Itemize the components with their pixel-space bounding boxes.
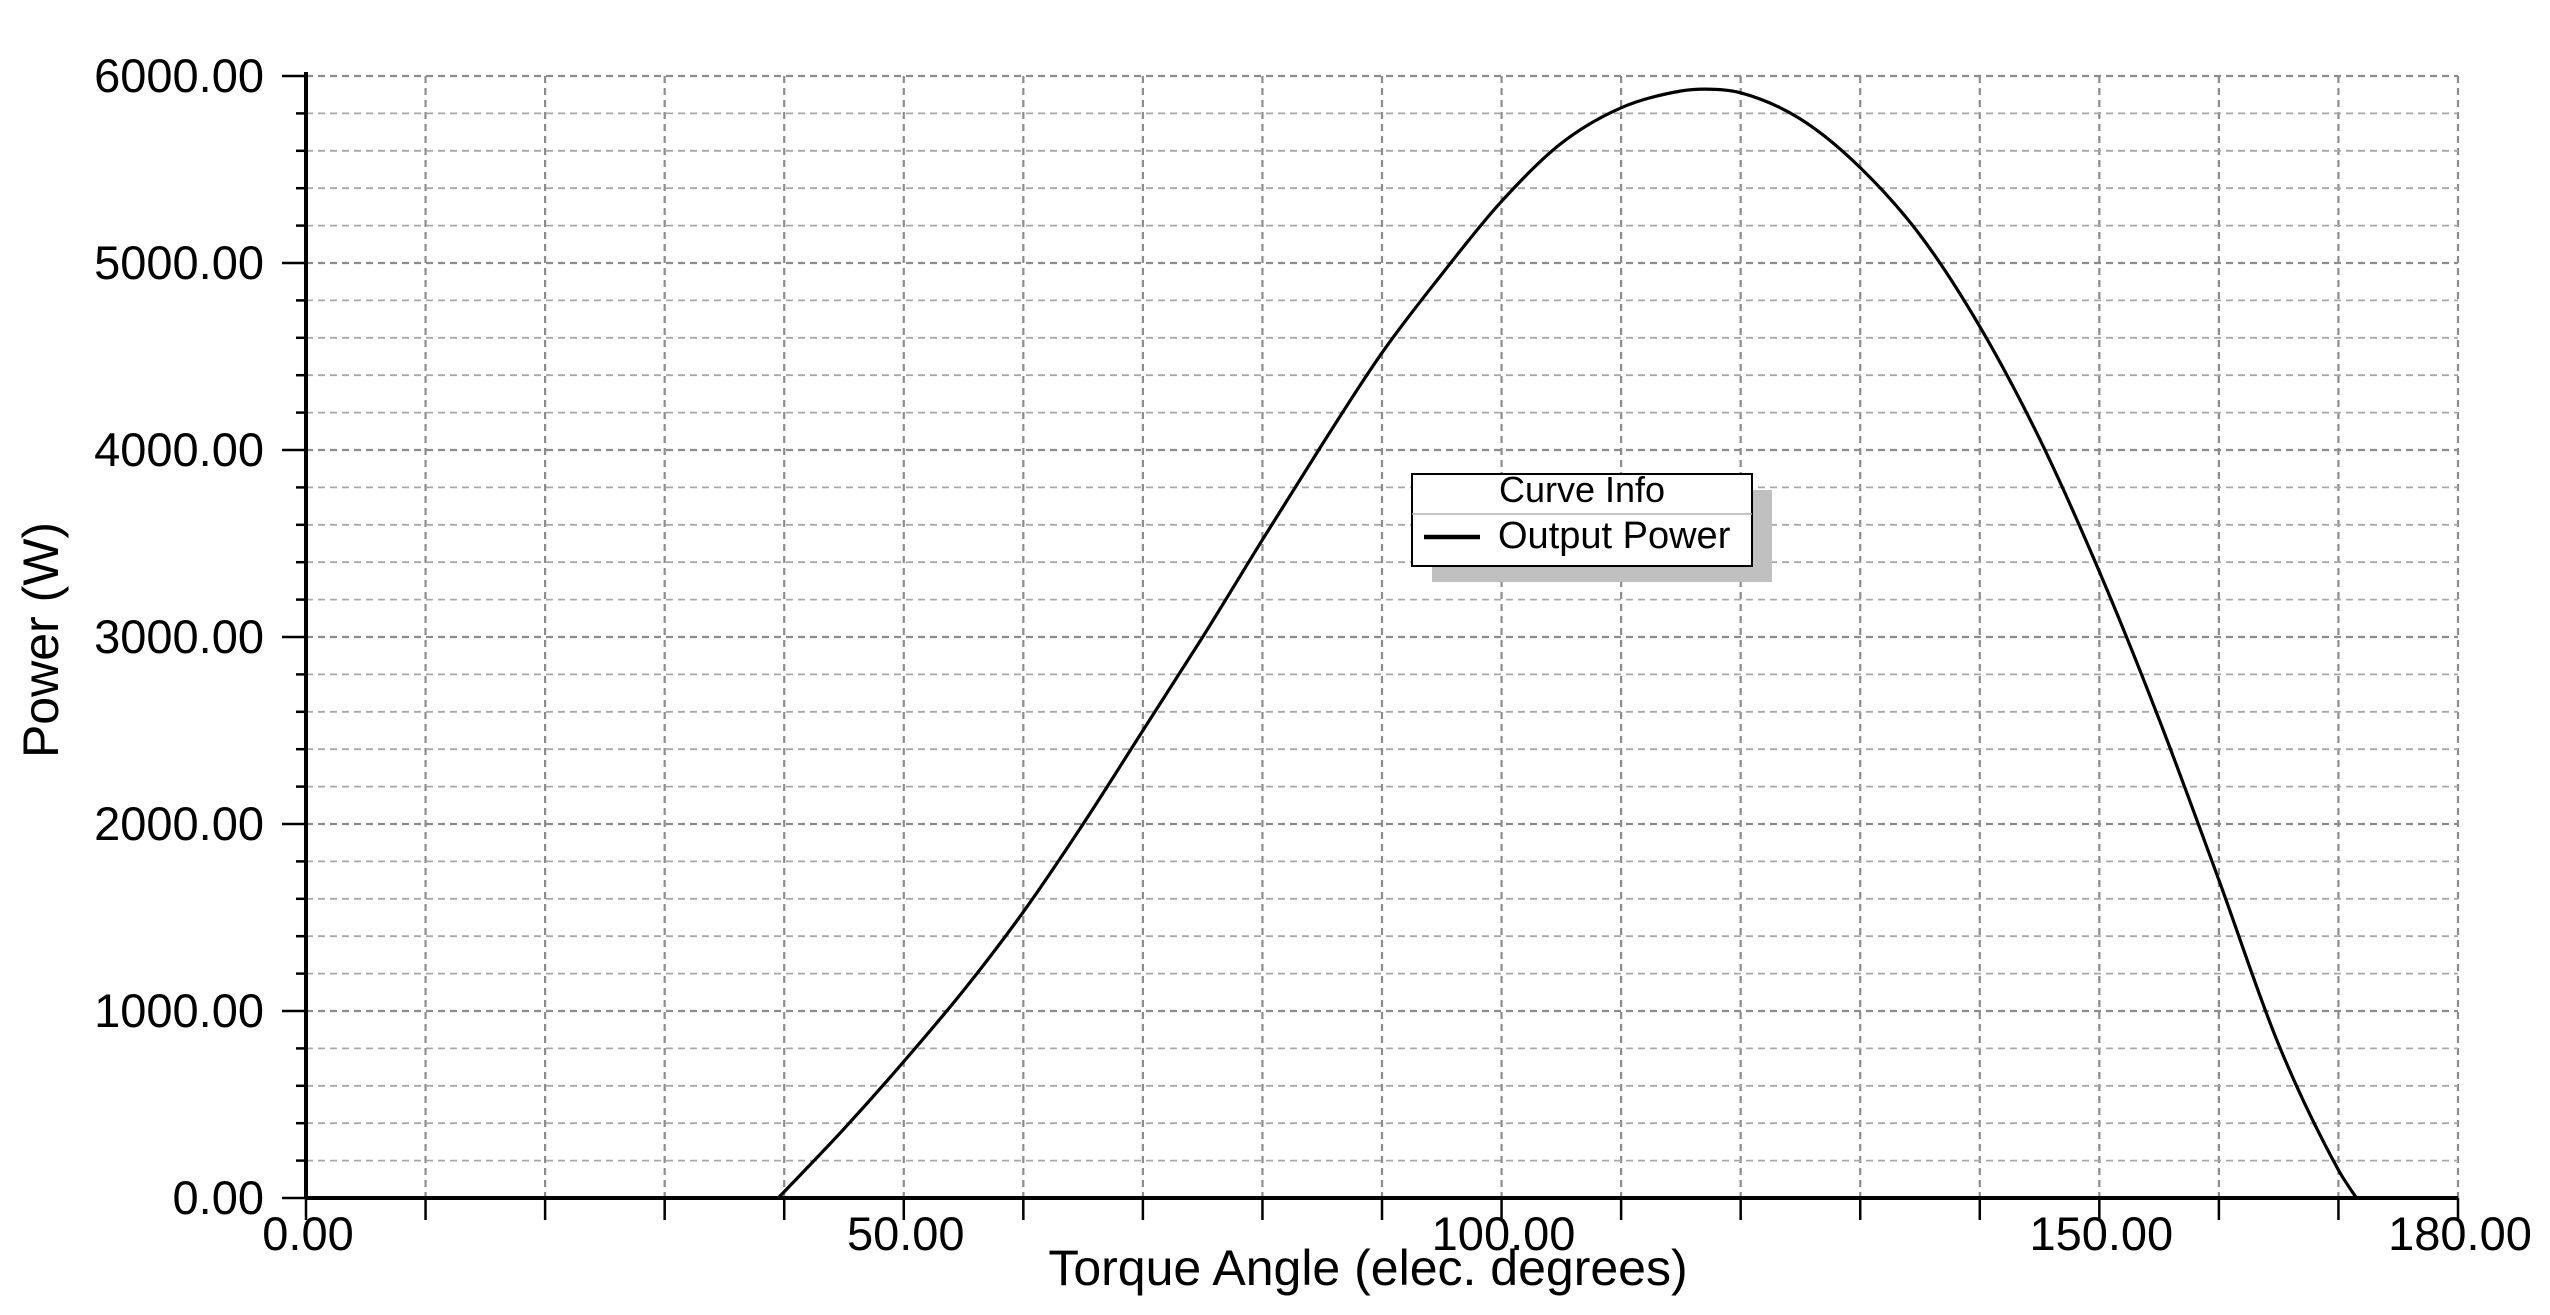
axes [282, 72, 2460, 1220]
y-axis-title: Power (W) [13, 522, 69, 758]
legend-entry-output-power: Output Power [1498, 515, 1731, 557]
x-tick-label: 0.00 [262, 1207, 353, 1260]
series-layer [777, 87, 2358, 1200]
legend[interactable]: Curve Info Output Power [1411, 469, 1772, 582]
grid [306, 74, 2460, 1198]
y-tick-label: 3000.00 [94, 610, 264, 663]
x-tick-label: 50.00 [847, 1207, 965, 1260]
series-line-output-power [777, 87, 2358, 1200]
x-axis-title: Torque Angle (elec. degrees) [1048, 1240, 1687, 1296]
y-tick-label: 2000.00 [94, 797, 264, 850]
x-tick-label: 150.00 [2029, 1207, 2173, 1260]
y-tick-label: 5000.00 [94, 236, 264, 289]
y-tick-label: 1000.00 [94, 984, 264, 1037]
y-tick-label: 6000.00 [94, 49, 264, 102]
x-tick-label: 100.00 [1432, 1207, 1576, 1260]
y-tick-label: 0.00 [173, 1171, 264, 1224]
tick-labels: 0.00 1000.00 2000.00 3000.00 4000.00 5000.00 6… [94, 49, 2532, 1260]
y-tick-label: 4000.00 [94, 423, 264, 476]
legend-title: Curve Info [1499, 469, 1665, 510]
legend-box [1411, 473, 1753, 567]
x-tick-label: 180.00 [2388, 1207, 2532, 1260]
